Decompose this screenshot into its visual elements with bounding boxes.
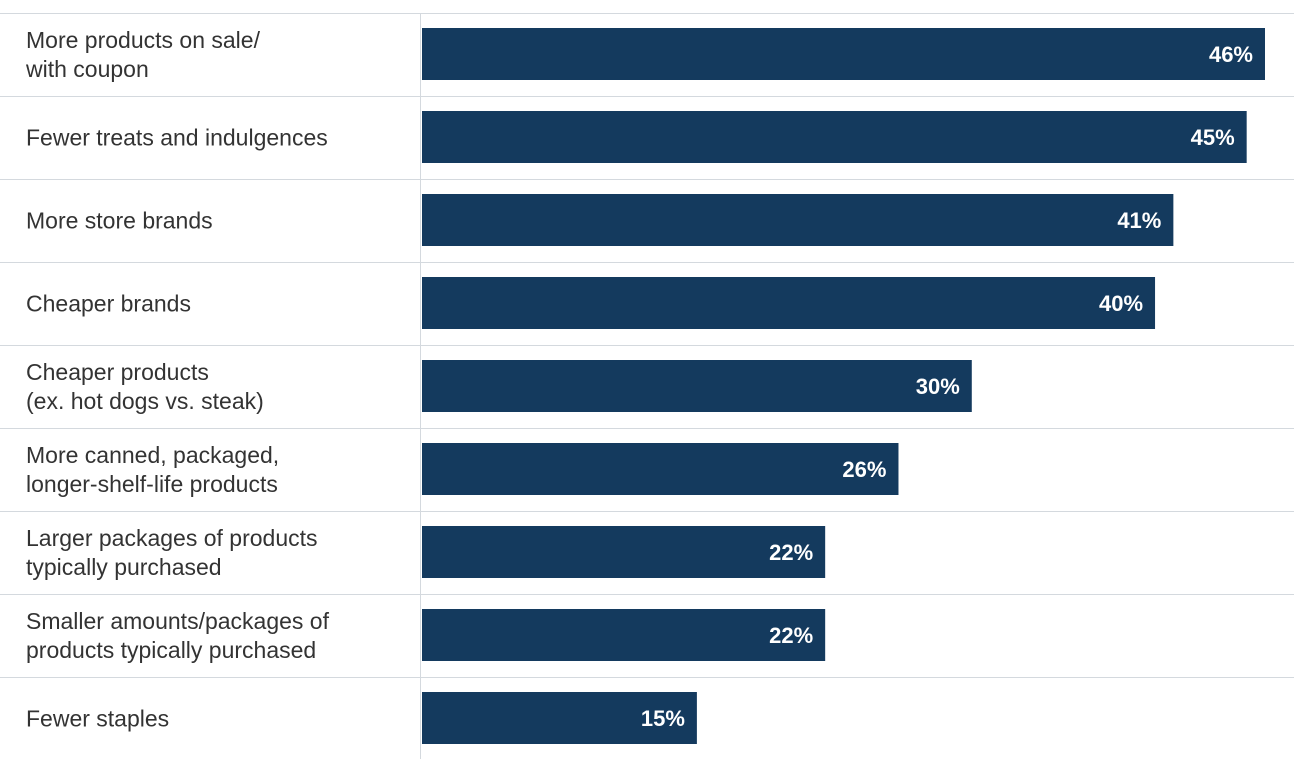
category-label: Larger packages of products typically pur… [26,525,318,580]
category-label-line: More products on sale/ [26,27,261,53]
bar [422,111,1247,163]
bar-value-label: 40% [1099,291,1143,316]
category-label-line: Larger packages of products [26,525,318,551]
category-label: More store brands [26,208,213,234]
category-label-line: typically purchased [26,554,222,580]
category-label-line: More canned, packaged, [26,442,279,468]
category-label-line: with coupon [25,56,149,82]
category-label-line: Smaller amounts/packages of [26,608,330,634]
bar [422,360,972,412]
bar-value-label: 22% [769,623,813,648]
bar-value-label: 22% [769,540,813,565]
bar [422,194,1174,246]
category-label: Fewer staples [26,706,169,732]
bar-value-label: 15% [641,706,685,731]
category-label-line: Cheaper products [26,359,209,385]
category-label: More canned, packaged, longer-shelf-life … [26,442,279,497]
category-label-line: Fewer treats and indulgences [26,125,328,151]
category-label: Smaller amounts/packages of products typi… [26,608,330,663]
category-label-line: products typically purchased [26,637,316,663]
category-label-line: More store brands [26,208,213,234]
category-label-line: longer-shelf-life products [26,471,278,497]
category-label: Cheaper products (ex. hot dogs vs. steak) [26,359,264,414]
bar [422,28,1265,80]
bar-value-label: 41% [1117,208,1161,233]
bar-value-label: 45% [1191,125,1235,150]
bar [422,443,899,495]
category-label: Fewer treats and indulgences [26,125,328,151]
category-label-line: (ex. hot dogs vs. steak) [26,388,264,414]
category-label: More products on sale/with coupon [25,27,261,82]
bar [422,526,826,578]
category-label-line: Cheaper brands [26,291,191,317]
bar-value-label: 26% [842,457,886,482]
bar-value-label: 46% [1209,42,1253,67]
category-label: Cheaper brands [26,291,191,317]
row-dividers [0,13,1294,759]
bar [422,609,826,661]
category-label-line: Fewer staples [26,706,169,732]
bar [422,277,1156,329]
bar-value-label: 30% [916,374,960,399]
bars: 46% 45% 41% 40% 30% 26% 22% 22% 15% [422,28,1265,744]
category-labels: More products on sale/with coupon Fewer t… [25,27,330,732]
bar [422,692,697,744]
